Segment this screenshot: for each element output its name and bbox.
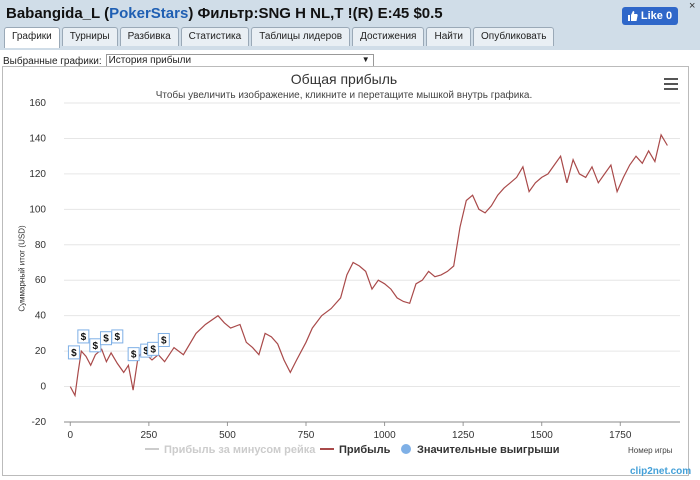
y-tick-label: 80 [35, 240, 47, 251]
x-tick-label: 750 [298, 430, 315, 441]
tab-tournaments[interactable]: Турниры [61, 27, 118, 46]
thumbs-up-icon [627, 11, 638, 21]
x-tick-label: 250 [141, 430, 158, 441]
tab-publish[interactable]: Опубликовать [473, 27, 555, 46]
big-win-marker[interactable] [67, 345, 80, 360]
x-tick-label: 1000 [373, 430, 396, 441]
hamburger-menu-icon[interactable] [664, 78, 678, 93]
tab-find[interactable]: Найти [426, 27, 472, 46]
x-axis-label: Номер игры [628, 446, 673, 455]
x-tick-label: 1500 [531, 430, 554, 441]
y-tick-label: 140 [29, 133, 46, 144]
x-tick-label: 1750 [609, 430, 632, 441]
player-name: Babangida_L [6, 5, 100, 22]
big-win-marker[interactable] [127, 347, 140, 362]
y-tick-label: 160 [29, 98, 46, 109]
y-tick-label: 0 [40, 382, 46, 393]
tab-achievements[interactable]: Достижения [352, 27, 425, 46]
legend-rake-label[interactable]: Прибыль за минусом рейка [164, 444, 316, 456]
big-win-marker-label: $ [161, 335, 167, 346]
x-tick-label: 500 [219, 430, 236, 441]
big-win-marker[interactable] [157, 332, 170, 347]
legend-bigwins-swatch [401, 444, 411, 454]
close-icon[interactable]: × [689, 0, 696, 12]
legend-bigwins-label[interactable]: Значительные выигрыши [417, 444, 560, 456]
y-tick-label: 40 [35, 311, 47, 322]
site-link[interactable]: PokerStars [109, 5, 189, 22]
chart-frame [2, 66, 689, 476]
big-win-marker-label: $ [71, 348, 77, 359]
window-header: Babangida_L (PokerStars) Фильтр:SNG H NL… [0, 0, 700, 50]
big-win-marker[interactable] [147, 341, 160, 356]
chart-selector-label: Выбранные графики: [3, 55, 102, 67]
big-win-marker-label: $ [131, 350, 137, 361]
big-win-marker-label: $ [103, 334, 109, 345]
facebook-like-button[interactable]: Like 0 [622, 7, 678, 25]
chart-subtitle: Чтобы увеличить изображение, кликните и … [155, 90, 533, 101]
tab-graphs[interactable]: Графики [4, 27, 60, 48]
x-tick-label: 0 [68, 430, 74, 441]
big-win-marker[interactable] [111, 329, 124, 344]
watermark: clip2net.com [630, 466, 692, 477]
y-tick-label: -20 [32, 417, 47, 428]
y-tick-label: 20 [35, 346, 47, 357]
y-tick-label: 60 [35, 275, 47, 286]
big-win-marker-label: $ [143, 346, 149, 357]
window-title: Babangida_L (PokerStars) Фильтр:SNG H NL… [6, 5, 443, 22]
like-label: Like 0 [640, 10, 673, 22]
tab-breakdown[interactable]: Разбивка [119, 27, 179, 46]
big-win-marker-label: $ [81, 332, 87, 343]
x-tick-label: 1250 [452, 430, 475, 441]
tab-statistics[interactable]: Статистика [180, 27, 250, 46]
y-tick-label: 120 [29, 169, 46, 180]
tab-bar: Графики Турниры Разбивка Статистика Табл… [4, 27, 555, 48]
filter-text: Фильтр:SNG H NL,T !(R) E:45 $0.5 [197, 5, 443, 22]
tab-leaderboards[interactable]: Таблицы лидеров [251, 27, 351, 46]
big-win-marker-label: $ [150, 344, 156, 355]
legend-profit-label[interactable]: Прибыль [339, 444, 391, 456]
big-win-marker-label: $ [115, 332, 121, 343]
big-win-marker[interactable] [89, 338, 102, 353]
big-win-marker-label: $ [93, 341, 99, 352]
chevron-down-icon: ▼ [361, 55, 370, 64]
chart-select-value: История прибыли [108, 55, 192, 66]
chart-title: Общая прибыль [290, 71, 398, 87]
big-win-marker[interactable] [77, 329, 90, 344]
y-tick-label: 100 [29, 204, 46, 215]
